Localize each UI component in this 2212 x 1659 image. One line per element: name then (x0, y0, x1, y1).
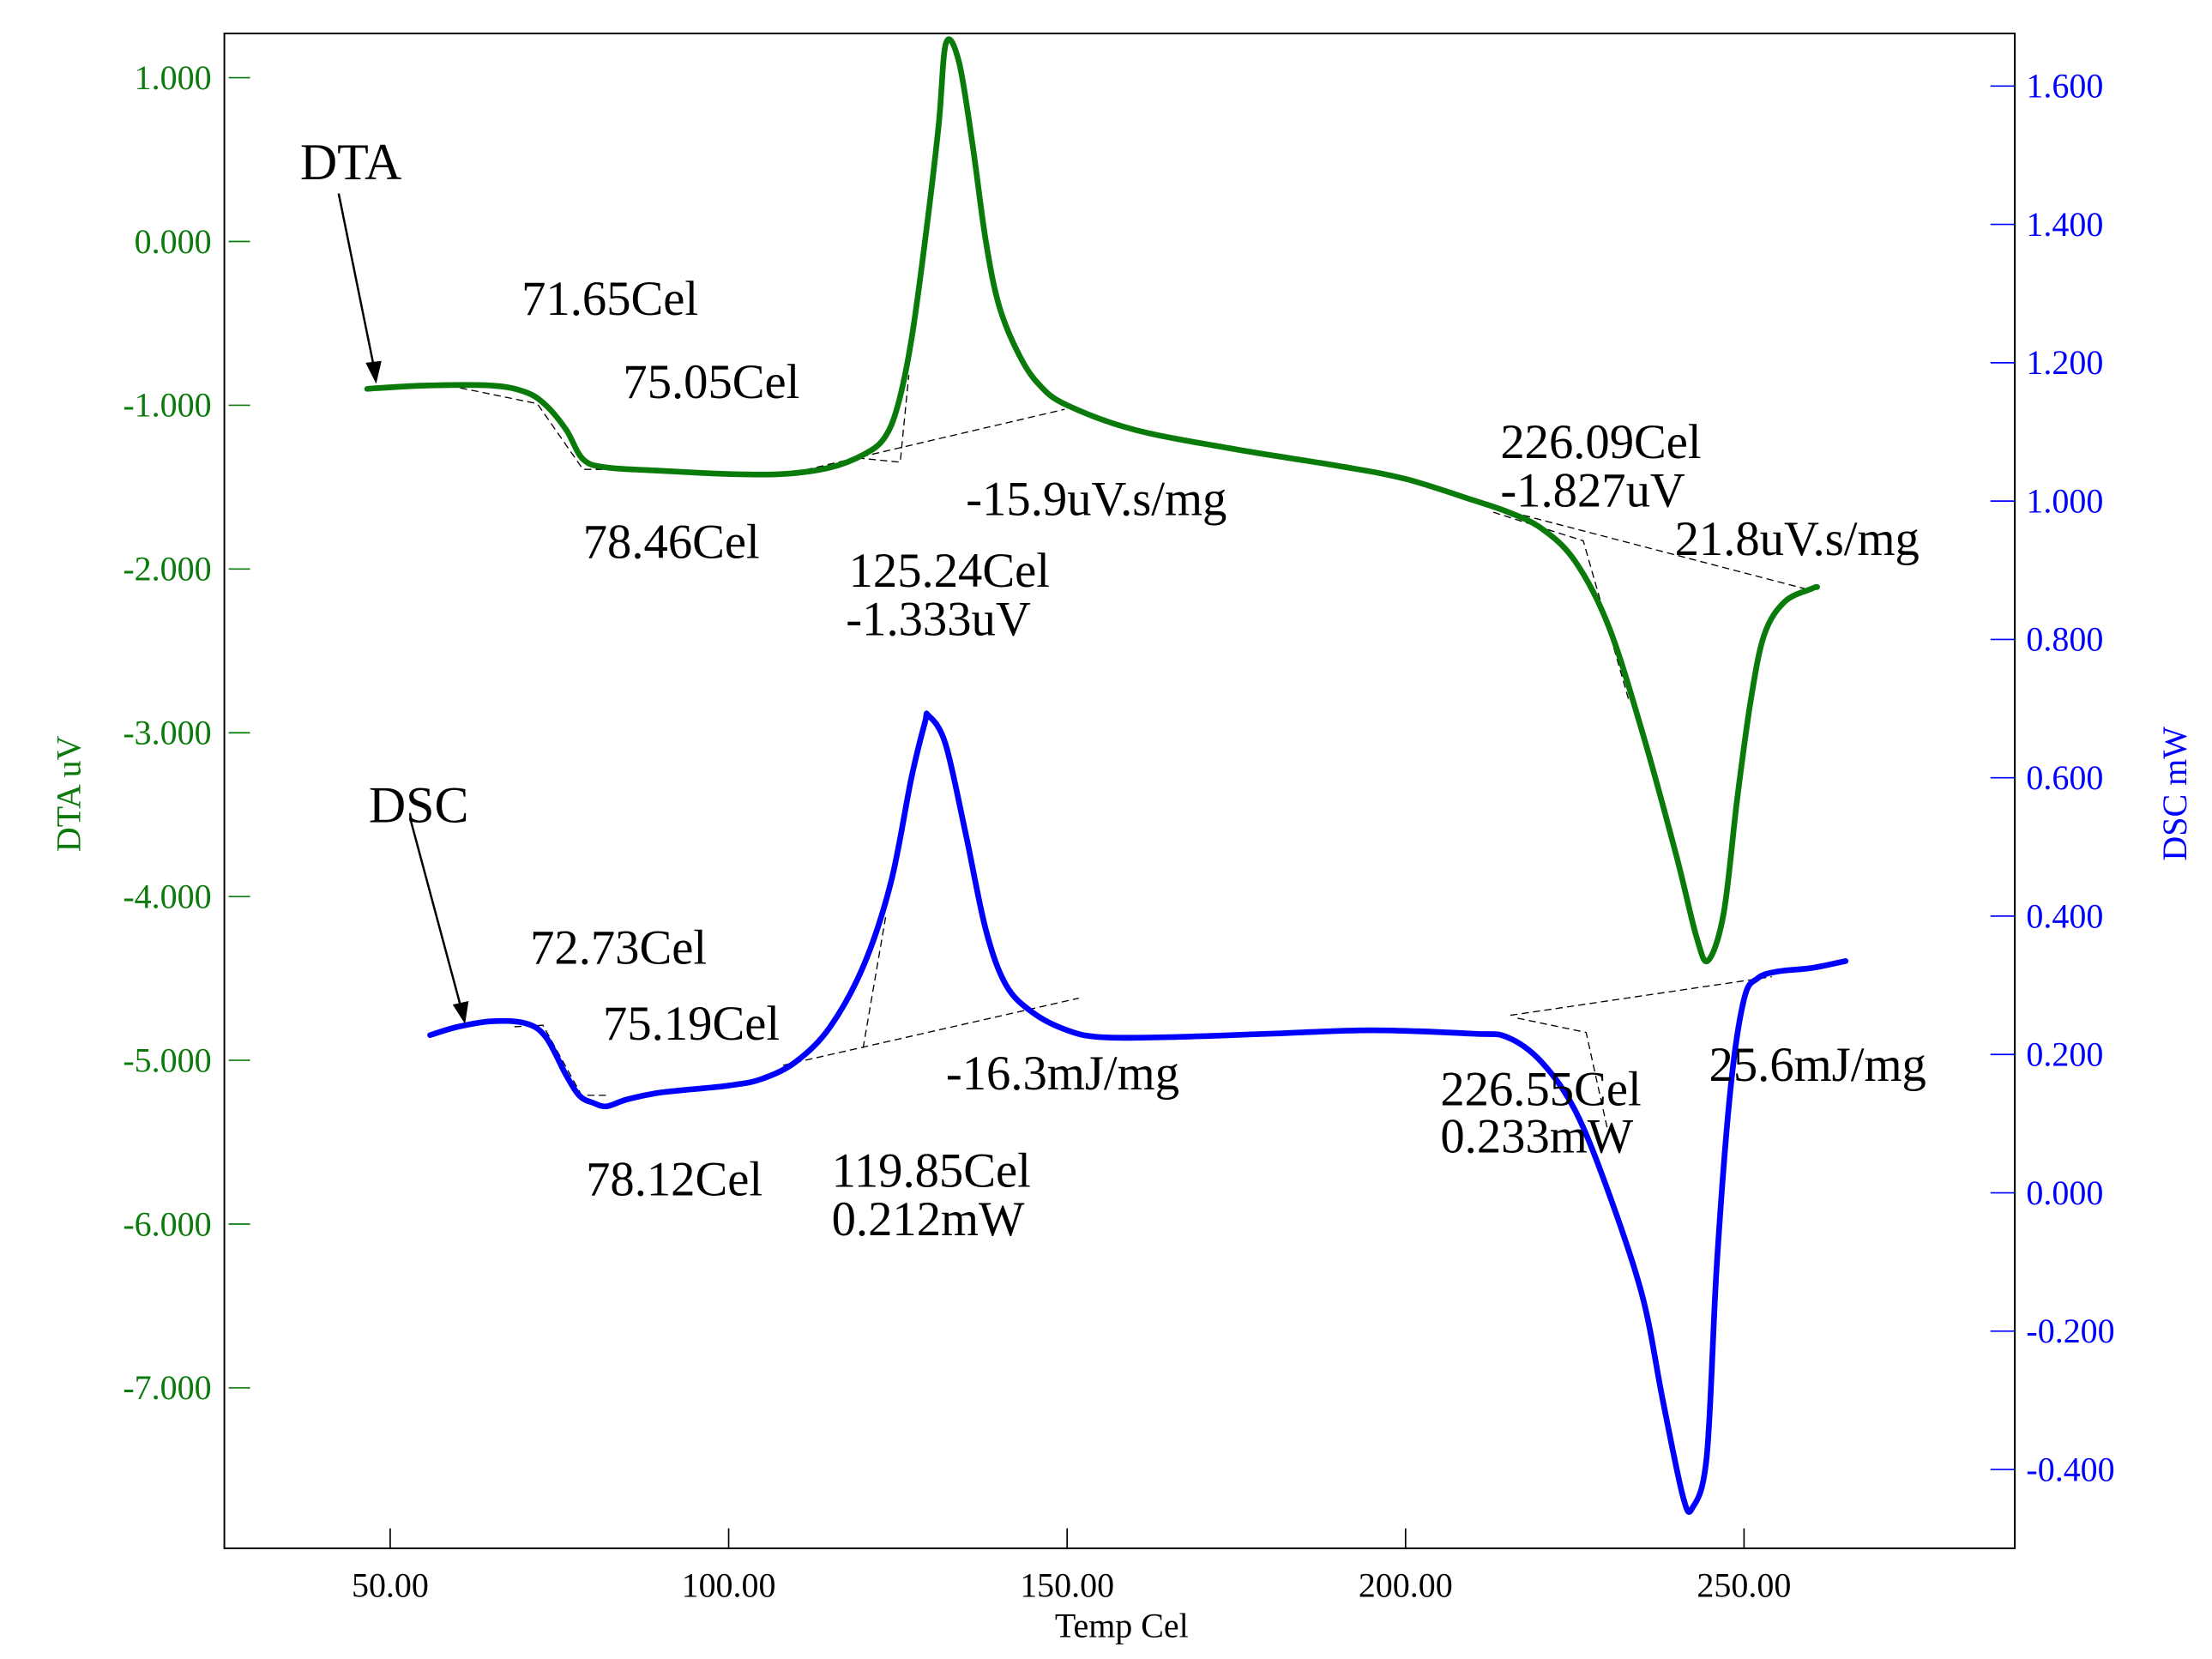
dsc-annotation: -16.3mJ/mg (946, 1047, 1179, 1101)
x-tick-label: 250.00 (1697, 1566, 1791, 1605)
x-tick-label: 200.00 (1359, 1566, 1453, 1605)
y-right-tick-label: 1.000 (2026, 481, 2103, 520)
dta-step-tangent (460, 387, 630, 470)
y-left-tick-label: -7.000 (123, 1368, 211, 1407)
dsc-arrow (408, 817, 469, 1024)
dta-annotation: 75.05Cel (623, 356, 799, 409)
dsc-annotation: 226.55Cel (1440, 1064, 1641, 1117)
dsc-annotation: 78.12Cel (586, 1154, 762, 1207)
y-right-tick-label: -0.400 (2026, 1450, 2114, 1488)
y-right-tick-label: 0.600 (2026, 758, 2103, 797)
dta-annotation: 78.46Cel (583, 516, 760, 569)
y-right-tick-label: -0.200 (2026, 1312, 2114, 1350)
dta-annotation: 226.09Cel (1500, 416, 1701, 469)
dsc-annotation: 119.85Cel (832, 1145, 1031, 1198)
x-tick-label: 50.00 (352, 1566, 429, 1605)
y-right-tick-label: 1.600 (2026, 67, 2103, 106)
y-left-tick-label: -2.000 (123, 550, 211, 588)
dta-arrow (337, 193, 382, 384)
y-left-axis-title: DTA uV (49, 735, 87, 852)
y-right-tick-label: 0.800 (2026, 620, 2103, 659)
y-left-tick-label: 0.000 (135, 222, 212, 261)
dsc-annotation: 75.19Cel (603, 998, 780, 1051)
dsc-annotation: 25.6mJ/mg (1709, 1039, 1926, 1092)
dta-annotation: -1.827uV (1500, 464, 1685, 517)
dsc-series-label: DSC (369, 777, 469, 834)
dsc-curve (427, 710, 1849, 1515)
y-right-tick-label: 0.200 (2026, 1035, 2103, 1074)
plot-frame (223, 33, 2016, 1550)
dta-annotation: 125.24Cel (849, 545, 1050, 598)
dta-annotation: -15.9uV.s/mg (966, 473, 1227, 526)
dsc-peak2-tangent (1517, 1017, 1608, 1131)
dta-peak2-tangent (1492, 511, 1630, 702)
y-left-tick-label: 1.000 (135, 58, 212, 97)
dsc-peak2-baseline (1510, 975, 1772, 1017)
y-right-tick-label: 1.200 (2026, 343, 2103, 382)
y-right-tick-label: 0.400 (2026, 896, 2103, 935)
dta-annotation: 21.8uV.s/mg (1675, 513, 1920, 566)
x-tick-label: 100.00 (682, 1566, 776, 1605)
dsc-annotation: 72.73Cel (530, 922, 707, 975)
x-tick-label: 150.00 (1020, 1566, 1114, 1605)
dta-peak1-baseline (782, 408, 1065, 476)
y-right-axis-title: DSC mW (2155, 727, 2194, 861)
dta-annotation: -1.333uV (846, 593, 1031, 646)
y-left-tick-label: -6.000 (123, 1204, 211, 1243)
dsc-annotation: 0.212mW (832, 1193, 1025, 1246)
dta-series-label: DTA (300, 134, 401, 190)
dta-curve (364, 36, 1820, 965)
y-right-tick-label: 0.000 (2026, 1173, 2103, 1212)
dsc-annotation: 0.233mW (1440, 1111, 1633, 1164)
y-right-tick-label: 1.400 (2026, 205, 2103, 244)
y-left-tick-label: -1.000 (123, 386, 211, 425)
y-left-tick-label: -3.000 (123, 714, 211, 752)
x-axis-title: Temp Cel (1055, 1606, 1189, 1644)
dta-peak1-tangent (857, 375, 910, 463)
y-left-tick-label: -4.000 (123, 877, 211, 915)
y-left-tick-label: -5.000 (123, 1041, 211, 1079)
dta-annotation: 71.65Cel (521, 273, 698, 326)
